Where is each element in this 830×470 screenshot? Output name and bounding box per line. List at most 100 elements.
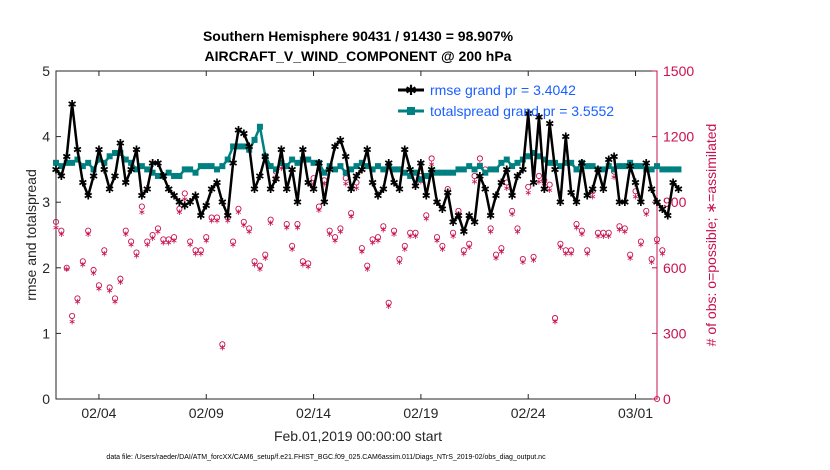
totalspread-point [332,166,339,173]
totalspread-point [305,156,312,163]
rmse-point: ✱ [352,170,361,183]
obs-possible-point [262,251,269,258]
rmse-point: ✱ [513,170,522,183]
totalspread-point [251,136,258,143]
totalspread-point [149,169,156,176]
y-tick-label: 1 [42,325,50,341]
totalspread-point [541,156,548,163]
obs-possible-point [219,341,226,348]
obs-possible-point [584,247,591,254]
obs-possible-point [476,155,483,162]
totalspread-point [197,163,204,170]
obs-assimilated-point: ∗ [594,232,602,242]
obs-assimilated-point: ∗ [460,249,468,259]
obs-possible-point [509,207,516,214]
obs-possible-point [653,236,661,243]
obs-assimilated-point: ∗ [197,249,205,259]
rmse-point: ✱ [223,209,232,222]
rmse-point: ✱ [266,183,275,196]
totalspread-point [289,156,296,163]
totalspread-point [112,150,119,156]
totalspread-point [278,159,285,166]
chart-title-line1: Southern Hemisphere 90431 / 91430 = 98.9… [203,28,514,44]
obs-possible-point [235,205,242,212]
rmse-point: ✱ [357,163,366,176]
rmse-point: ✱ [250,183,259,196]
totalspread-point [466,163,473,170]
obs-possible-point [466,240,473,247]
totalspread-point [654,163,660,170]
obs-assimilated-point: ∗ [229,241,237,251]
obs-possible-point [90,266,97,274]
rmse-point: ✱ [588,183,597,196]
rmse-point: ✱ [169,190,178,203]
rmse-point: ✱ [116,137,125,150]
obs-assimilated-point: ∗ [127,241,135,251]
obs-assimilated-point: ∗ [412,232,420,242]
rmse-point: ✱ [298,144,307,157]
totalspread-point [611,166,618,173]
obs-assimilated-point: ∗ [149,234,157,244]
obs-assimilated-point: ∗ [165,239,173,249]
y-axis-right-label: # of obs: o=possible; ∗=assimilated [703,124,719,347]
rmse-point: ✱ [84,190,93,203]
obs-possible-point [69,312,76,319]
obs-assimilated-point: ∗ [138,208,146,218]
totalspread-point [240,143,247,150]
totalspread-point [208,163,215,170]
totalspread-point [144,166,151,173]
rmse-point: ✱ [78,177,87,190]
totalspread-point [90,166,97,173]
totalspread-point [203,163,210,170]
rmse-point: ✱ [545,117,554,130]
x-tick-label: 03/01 [618,405,653,421]
totalspread-point [213,166,220,173]
y-right-tick-label: 600 [663,260,687,276]
obs-assimilated-point: ∗ [256,265,264,275]
obs-assimilated-point: ∗ [610,173,618,183]
obs-possible-point [535,172,542,180]
obs-assimilated-point: ∗ [401,245,409,255]
obs-possible-point [380,223,387,230]
rmse-point: ✱ [432,196,441,209]
obs-assimilated-point: ∗ [417,177,425,187]
obs-assimilated-point: ∗ [143,241,151,251]
obs-assimilated-point: ∗ [546,186,554,196]
obs-possible-point [197,247,204,254]
rmse-point: ✱ [255,170,264,183]
totalspread-point [181,166,188,173]
obs-possible-point [187,238,194,245]
totalspread-point [637,163,644,170]
obs-possible-point [79,258,86,265]
rmse-point: ✱ [287,163,296,176]
obs-possible-point [471,172,478,180]
obs-assimilated-point: ∗ [406,232,414,242]
obs-assimilated-point: ∗ [219,344,227,354]
obs-assimilated-point: ∗ [632,193,640,203]
totalspread-point [568,159,575,166]
obs-possible-point [551,315,559,322]
obs-assimilated-point: ∗ [299,260,307,270]
obs-assimilated-point: ∗ [84,230,92,240]
obs-assimilated-point: ∗ [578,230,586,240]
rmse-point: ✱ [550,163,559,176]
rmse-point: ✱ [599,183,608,196]
totalspread-point [433,169,440,176]
rmse-point: ✱ [384,157,393,170]
obs-assimilated-point: ∗ [106,287,114,297]
obs-possible-point [63,264,70,271]
obs-possible-point [230,238,237,245]
obs-possible-point [331,234,339,241]
rmse-point: ✱ [368,177,377,190]
totalspread-point [117,150,124,156]
totalspread-point [412,169,419,176]
obs-assimilated-point: ∗ [600,232,608,242]
obs-assimilated-point: ∗ [213,217,221,227]
obs-assimilated-point: ∗ [465,243,473,253]
obs-possible-point [246,225,253,232]
obs-assimilated-point: ∗ [369,239,377,249]
rmse-point: ✱ [631,177,640,190]
obs-assimilated-point: ∗ [202,236,210,246]
rmse-point: ✱ [341,150,350,163]
totalspread-point [514,159,521,166]
